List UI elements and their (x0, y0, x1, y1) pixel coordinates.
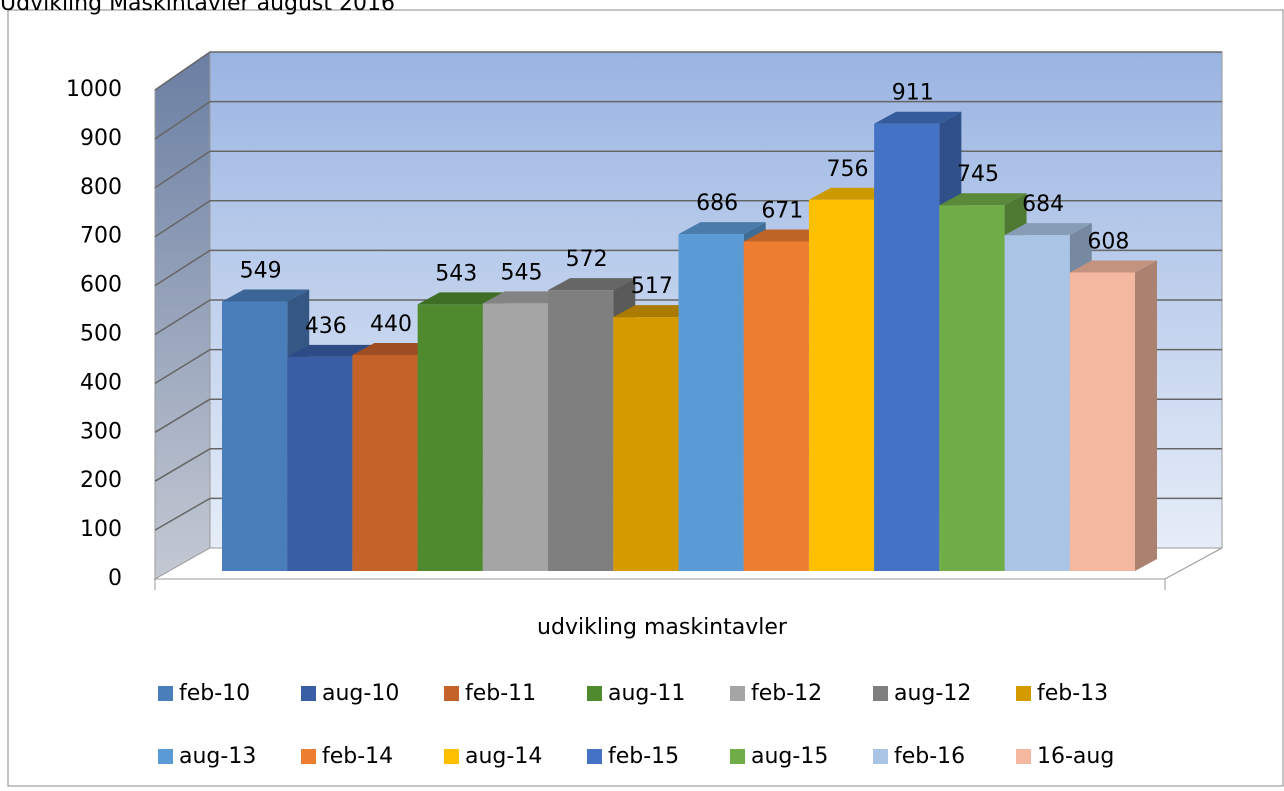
bar-top (1004, 223, 1092, 236)
legend-swatch (301, 686, 316, 701)
data-label: 436 (305, 314, 347, 339)
legend-label: feb-11 (465, 681, 536, 706)
y-tick-label: 400 (80, 370, 122, 395)
bar-front (874, 123, 940, 571)
legend-swatch (873, 749, 888, 764)
data-label: 572 (566, 247, 608, 272)
legend-swatch (587, 686, 602, 701)
grid-line (154, 200, 211, 238)
y-tick-label: 200 (80, 468, 122, 493)
bar-front (417, 304, 483, 571)
legend-label: feb-15 (608, 744, 679, 769)
data-label: 671 (761, 199, 803, 224)
data-label: 543 (435, 261, 477, 286)
y-tick-label: 100 (80, 517, 122, 542)
bar-front (287, 356, 353, 571)
x-category-label: udvikling maskintavler (537, 615, 788, 640)
legend-swatch (873, 686, 888, 701)
chart-frame (7, 9, 1284, 787)
legend-label: aug-11 (608, 681, 685, 706)
bar-top (548, 278, 636, 291)
legend-swatch (1016, 686, 1031, 701)
chart-title: Udvikling Maskintavler august 2016 (0, 0, 395, 16)
legend-label: aug-15 (751, 744, 828, 769)
y-tick-label: 500 (80, 322, 122, 347)
side-wall (154, 51, 211, 580)
legend-swatch (730, 749, 745, 764)
y-tick-label: 600 (80, 273, 122, 298)
bar-top (939, 193, 1027, 206)
data-label: 549 (240, 258, 282, 283)
bar-front (743, 241, 809, 571)
legend-swatch (587, 749, 602, 764)
y-tick-label: 300 (80, 419, 122, 444)
legend-label: 16-aug (1037, 744, 1114, 769)
legend-swatch (730, 686, 745, 701)
legend-swatch (444, 749, 459, 764)
grid-line (154, 150, 211, 189)
legend-label: aug-13 (179, 744, 256, 769)
bar-front (352, 354, 418, 571)
legend-label: feb-10 (179, 681, 250, 706)
bar-top (417, 292, 505, 305)
y-tick-label: 800 (80, 175, 122, 200)
bar-side (1135, 260, 1157, 571)
data-label: 686 (696, 191, 738, 216)
legend-swatch (444, 686, 459, 701)
legend-label: aug-14 (465, 744, 542, 769)
bar-front (222, 301, 288, 571)
bar-front (548, 290, 614, 571)
data-label: 684 (1022, 192, 1064, 217)
bar (1069, 260, 1157, 571)
grid-line (154, 497, 211, 531)
legend-label: feb-14 (322, 744, 393, 769)
legend-label: feb-13 (1037, 681, 1108, 706)
bar-front (1069, 272, 1135, 571)
grid-line (154, 299, 211, 336)
legend-label: feb-12 (751, 681, 822, 706)
y-tick-label: 0 (108, 566, 122, 591)
y-tick-label: 1000 (66, 77, 122, 102)
grid-line (154, 348, 211, 385)
data-label: 440 (370, 312, 412, 337)
bar-front (808, 199, 875, 571)
legend-label: feb-16 (894, 744, 965, 769)
bar-top (287, 344, 375, 357)
bar-front (613, 317, 679, 571)
legend-swatch (158, 686, 173, 701)
bar-top (1069, 260, 1157, 273)
data-label: 756 (827, 157, 869, 182)
data-label: 911 (892, 81, 934, 106)
data-label: 545 (500, 260, 542, 285)
bar-top (222, 289, 310, 302)
grid-line (154, 100, 211, 140)
bar-front (939, 205, 1005, 571)
legend-label: aug-10 (322, 681, 399, 706)
y-tick-label: 900 (80, 126, 122, 151)
bar-front (678, 234, 744, 571)
bar-front (482, 303, 549, 571)
data-label: 517 (631, 274, 673, 299)
bar-front (1004, 235, 1070, 571)
bar-top (874, 111, 962, 124)
grid-line (154, 448, 211, 482)
legend-swatch (158, 749, 173, 764)
legend-swatch (1016, 749, 1031, 764)
data-label: 745 (957, 162, 999, 187)
data-label: 608 (1087, 229, 1129, 254)
legend-swatch (301, 749, 316, 764)
grid-line (154, 51, 211, 91)
grid-line (154, 249, 211, 287)
bar-top (678, 222, 766, 235)
y-tick-label: 700 (80, 224, 122, 249)
legend-label: aug-12 (894, 681, 971, 706)
grid-line (154, 398, 211, 433)
